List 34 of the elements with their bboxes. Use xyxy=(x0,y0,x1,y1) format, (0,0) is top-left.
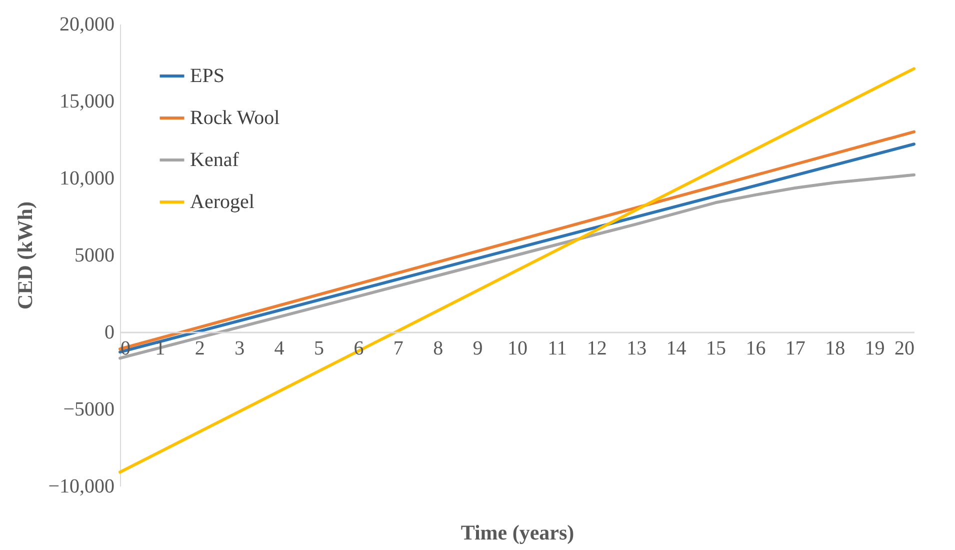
x-tick-label: 12 xyxy=(586,338,607,360)
legend-label: Aerogel xyxy=(190,191,255,213)
x-tick-label: 14 xyxy=(666,338,686,360)
x-tick-label: 11 xyxy=(548,338,567,360)
y-tick-label: 5000 xyxy=(74,244,114,266)
y-tick-label: 20,000 xyxy=(60,14,114,36)
x-tick-label: 15 xyxy=(706,338,726,360)
y-tick-label: 10,000 xyxy=(60,168,114,190)
x-axis-title: Time (years) xyxy=(460,520,574,544)
x-tick-label: 2 xyxy=(194,338,205,360)
x-tick-label: 19 xyxy=(864,338,885,360)
line-series xyxy=(118,173,916,360)
x-tick-label: 3 xyxy=(234,338,245,360)
x-tick-label: 20 xyxy=(894,338,914,360)
x-tick-label: 16 xyxy=(746,338,766,360)
x-tick-label: 5 xyxy=(314,338,324,360)
x-tick-label: 18 xyxy=(825,338,846,360)
y-tick-label: 0 xyxy=(104,322,114,344)
x-tick-label: 0 xyxy=(120,338,130,360)
y-tick-label: 15,000 xyxy=(60,90,114,112)
x-tick-label: 13 xyxy=(626,338,647,360)
x-tick-label: 17 xyxy=(785,338,806,360)
x-tick-label: 4 xyxy=(274,338,284,360)
legend-label: Kenaf xyxy=(190,149,240,171)
legend-label: Rock Wool xyxy=(190,107,280,129)
x-tick-label: 8 xyxy=(433,338,444,360)
x-tick-label: 9 xyxy=(472,338,483,360)
legend-label: EPS xyxy=(190,65,224,87)
x-tick-label: 7 xyxy=(393,338,404,360)
x-tick-label: 1 xyxy=(155,338,166,360)
y-tick-label: −5000 xyxy=(63,398,114,420)
y-axis-title: CED (kWh) xyxy=(13,202,38,310)
x-tick-label: 10 xyxy=(508,338,528,360)
y-tick-label: −10,000 xyxy=(48,476,114,498)
